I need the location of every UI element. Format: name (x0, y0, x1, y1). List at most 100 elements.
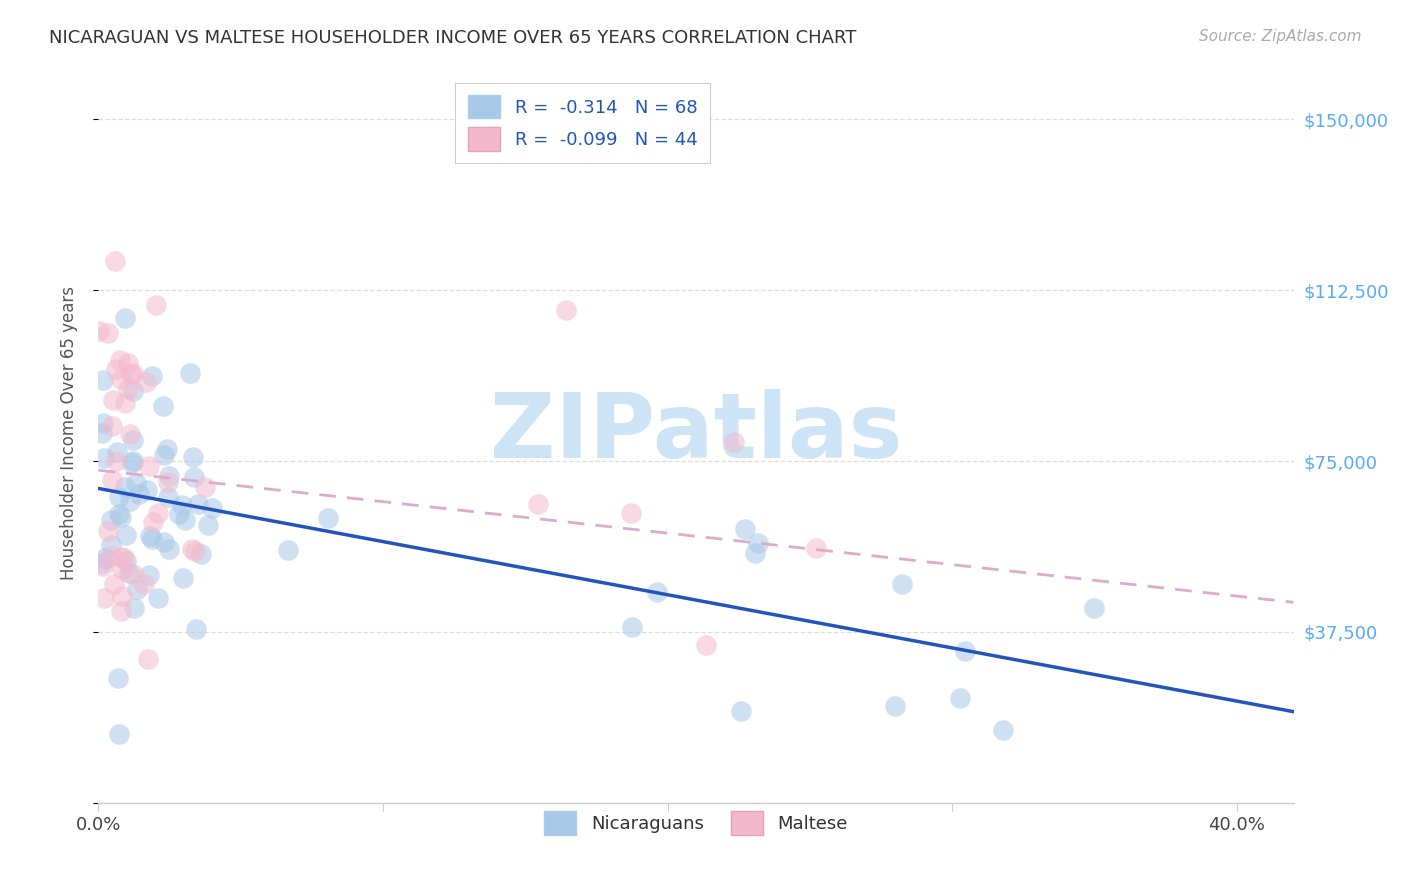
Point (156, 442, 179, 456)
Point (620, 506, 643, 520)
Point (114, 551, 136, 566)
Point (157, 469, 180, 483)
Point (104, 253, 127, 268)
Point (110, 604, 132, 618)
Point (157, 490, 180, 504)
Legend: Nicaraguans, Maltese: Nicaraguans, Maltese (537, 805, 855, 842)
Point (187, 497, 209, 511)
Point (991, 723, 1014, 737)
Point (953, 644, 976, 658)
Point (156, 475, 179, 490)
Point (100, 549, 122, 564)
Point (194, 480, 217, 494)
Point (118, 566, 141, 580)
Point (128, 486, 150, 500)
Point (100, 513, 122, 527)
Point (180, 542, 202, 557)
Point (146, 506, 169, 520)
Point (891, 576, 914, 591)
Point (201, 501, 224, 516)
Point (105, 454, 128, 468)
Point (101, 473, 124, 487)
Point (110, 509, 132, 524)
Point (620, 620, 643, 634)
Point (105, 444, 128, 458)
Text: Source: ZipAtlas.com: Source: ZipAtlas.com (1198, 29, 1361, 44)
Point (114, 480, 136, 494)
Point (132, 577, 155, 591)
Point (101, 393, 124, 408)
Point (136, 652, 159, 666)
Point (121, 456, 143, 470)
Point (107, 671, 129, 685)
Point (173, 513, 195, 527)
Point (101, 419, 124, 434)
Point (723, 435, 745, 450)
Point (121, 453, 143, 467)
Point (91, 373, 114, 387)
Point (152, 448, 174, 462)
Point (744, 546, 766, 560)
Point (122, 567, 145, 582)
Point (93, 591, 115, 605)
Point (145, 298, 167, 312)
Text: ZIPatlas: ZIPatlas (489, 389, 903, 476)
Point (114, 395, 136, 409)
Point (111, 590, 134, 604)
Point (806, 541, 828, 555)
Point (127, 582, 149, 597)
Point (135, 376, 157, 390)
Point (146, 591, 169, 605)
Y-axis label: Householder Income Over 65 years: Householder Income Over 65 years (59, 285, 77, 580)
Point (108, 352, 131, 367)
Point (107, 490, 129, 504)
Point (555, 302, 578, 317)
Point (884, 699, 907, 714)
Point (97, 326, 120, 340)
Point (115, 527, 138, 541)
Point (172, 571, 194, 585)
Point (118, 426, 141, 441)
Point (90, 426, 112, 441)
Point (730, 704, 752, 718)
Point (141, 369, 163, 384)
Point (100, 538, 122, 552)
Point (138, 458, 160, 473)
Text: NICARAGUAN VS MALTESE HOUSEHOLDER INCOME OVER 65 YEARS CORRELATION CHART: NICARAGUAN VS MALTESE HOUSEHOLDER INCOME… (49, 29, 856, 46)
Point (87, 324, 110, 338)
Point (159, 542, 181, 557)
Point (141, 532, 163, 546)
Point (695, 638, 717, 652)
Point (142, 516, 165, 530)
Point (122, 434, 145, 448)
Point (111, 562, 134, 576)
Point (318, 511, 340, 525)
Point (949, 691, 972, 706)
Point (91, 556, 114, 570)
Point (110, 372, 132, 386)
Point (152, 399, 174, 413)
Point (120, 494, 142, 508)
Point (97, 524, 120, 539)
Point (183, 470, 205, 484)
Point (122, 384, 145, 399)
Point (172, 498, 194, 512)
Point (108, 507, 131, 521)
Point (734, 522, 756, 536)
Point (1083, 601, 1105, 615)
Point (104, 362, 127, 376)
Point (184, 544, 207, 558)
Point (747, 536, 769, 550)
Point (103, 577, 125, 591)
Point (110, 549, 132, 564)
Point (526, 497, 548, 511)
Point (93, 450, 115, 465)
Point (115, 553, 138, 567)
Point (120, 368, 142, 382)
Point (107, 727, 129, 741)
Point (138, 568, 160, 582)
Point (139, 529, 162, 543)
Point (91, 558, 114, 573)
Point (167, 508, 190, 522)
Point (197, 517, 219, 532)
